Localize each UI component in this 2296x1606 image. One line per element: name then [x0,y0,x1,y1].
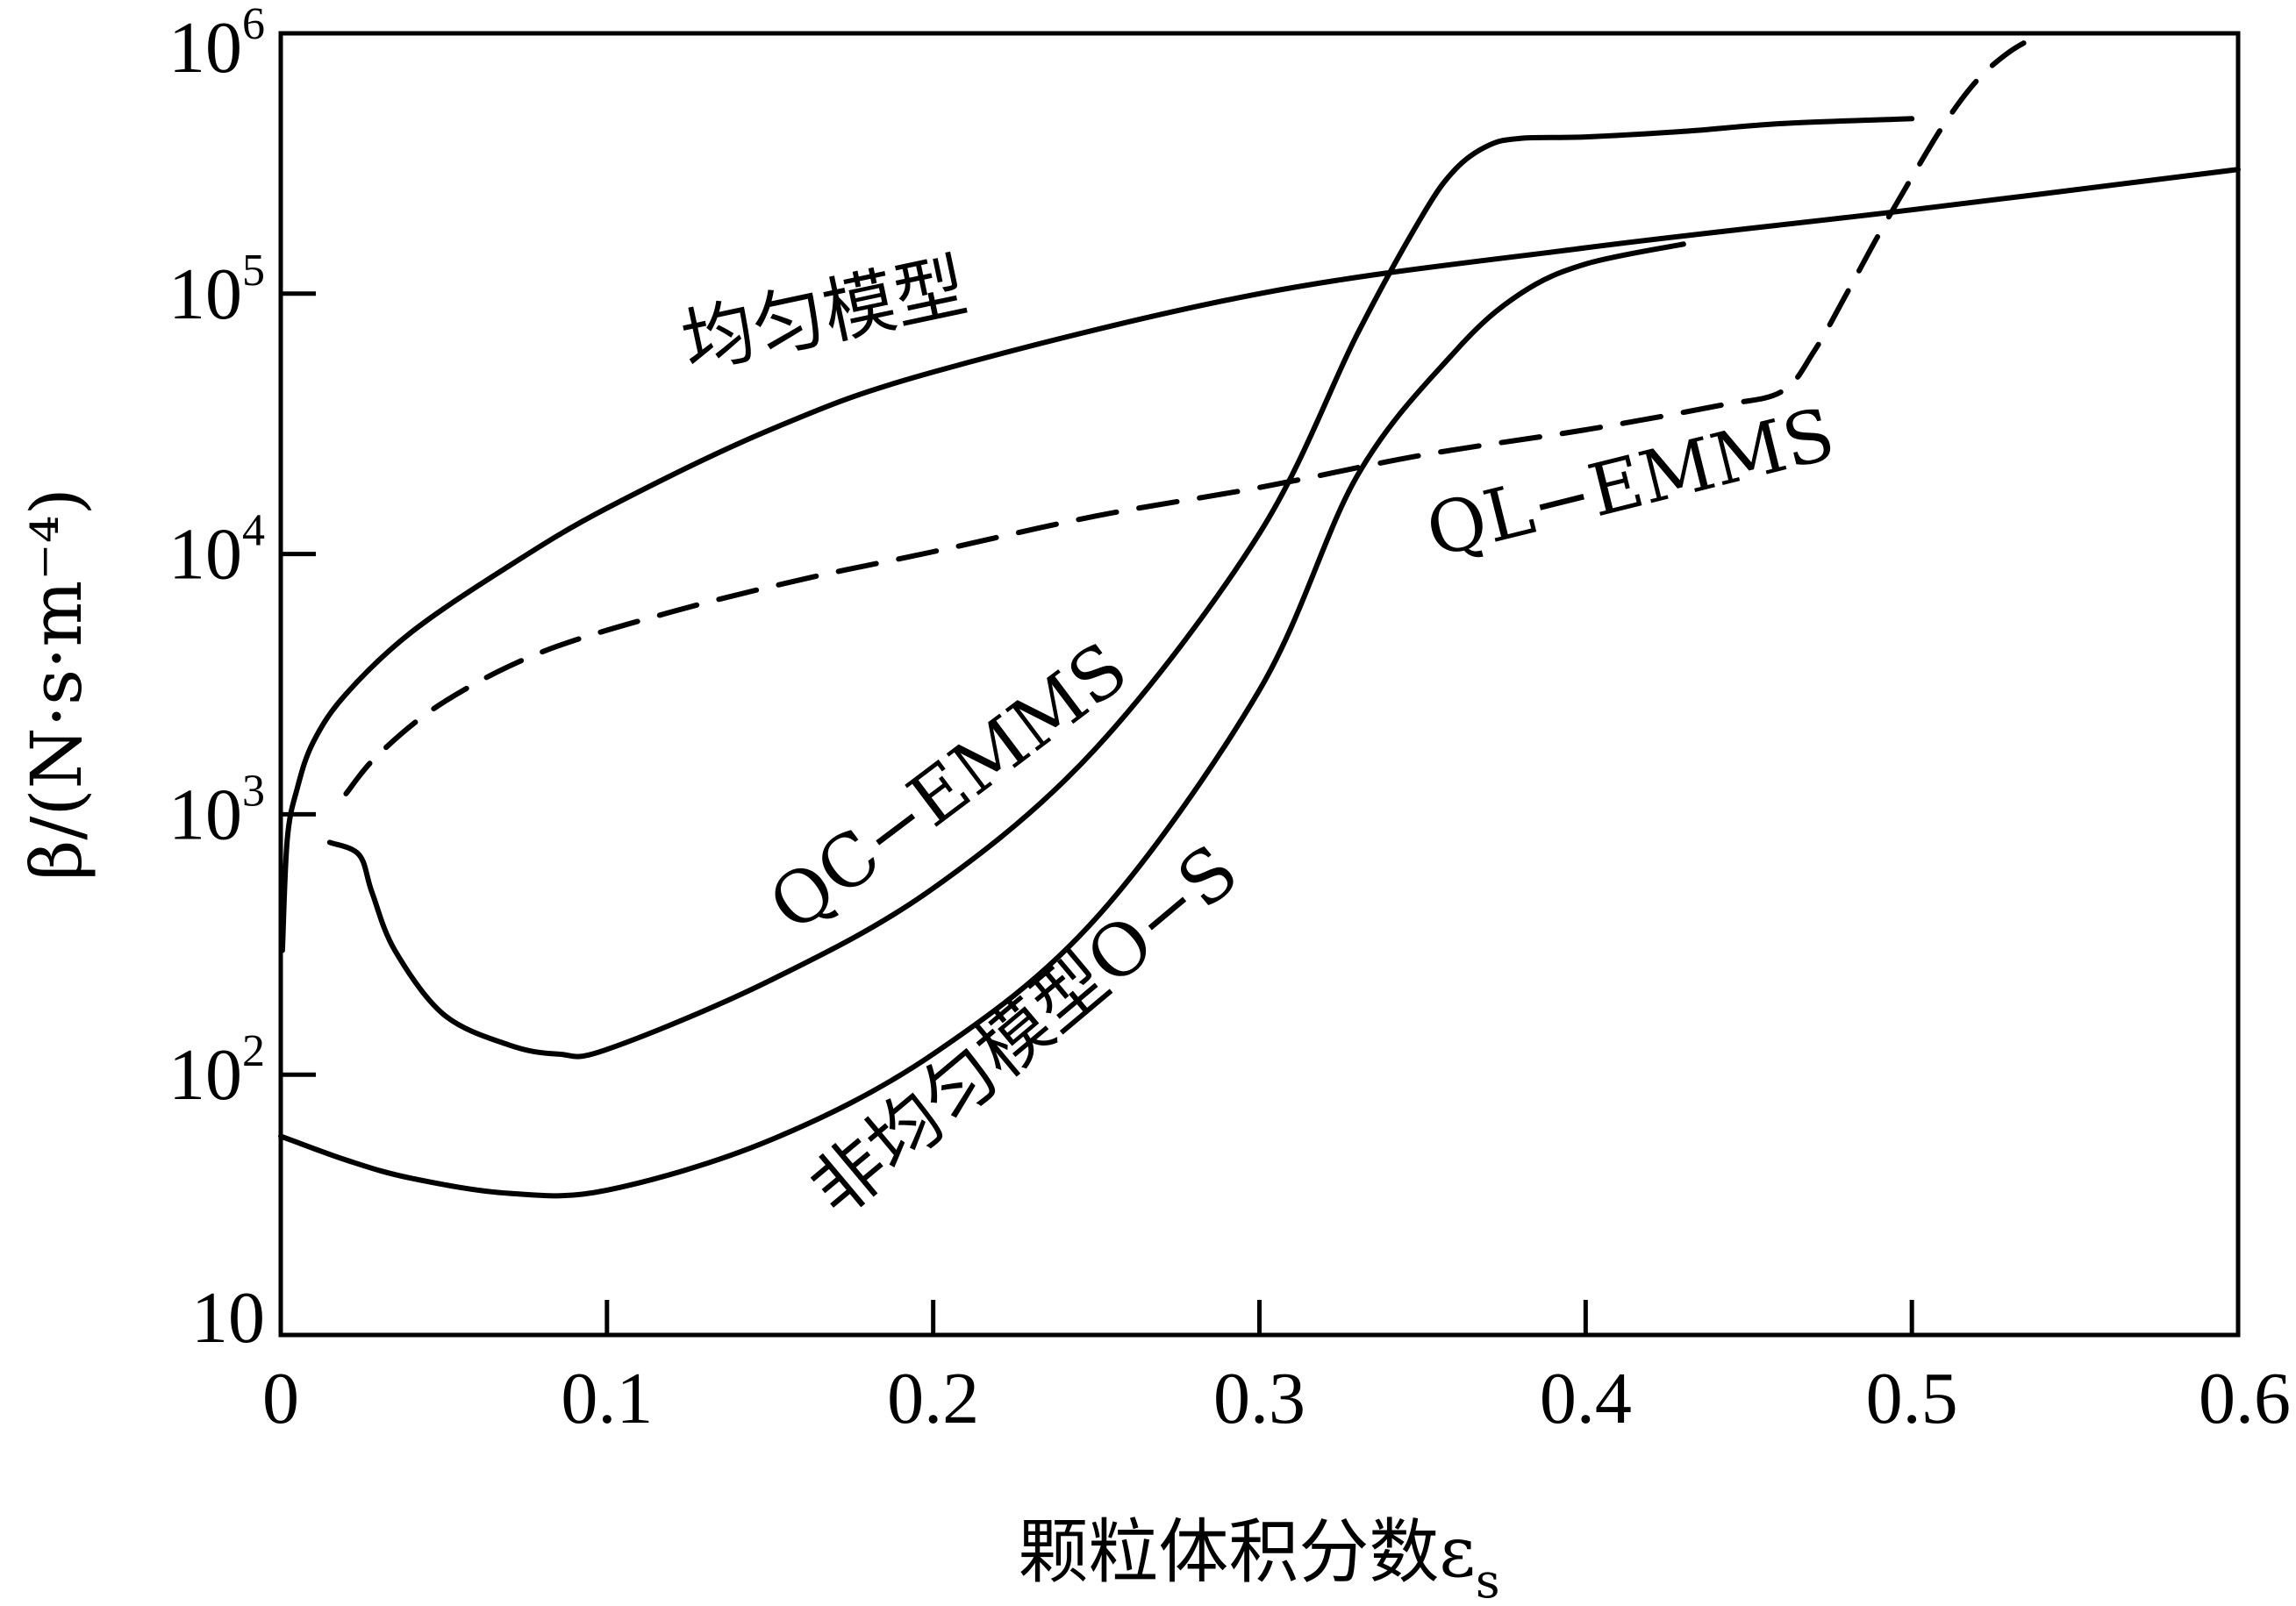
x-tick-label: 0.2 [887,1358,979,1439]
y-tick-label: 105 [168,246,265,335]
x-tick-label: 0.6 [2199,1358,2291,1439]
label-qc-emms: QC−EMMS [755,627,1143,948]
x-axis-ticks: 0 0.1 0.2 0.3 0.4 0.5 0.6 [262,1300,2291,1439]
series-layer [278,31,2241,1199]
x-tick-label: 0.3 [1213,1358,1305,1439]
x-tick-label: 0.1 [561,1358,653,1439]
label-uniform-model: 均匀模型 [675,244,974,385]
y-tick-label: 102 [168,1026,265,1116]
plot-frame [278,31,2241,1338]
y-tick-label: 104 [168,506,265,596]
series-line-3 [278,241,1686,1199]
y-tick-label: 10 [191,1277,265,1359]
x-tick-label: 0.4 [1540,1358,1632,1439]
x-axis-title: 颗粒体积分数εs [1018,1511,1499,1606]
y-tick-label: 106 [168,0,265,89]
series-line-0 [279,167,2241,953]
series-line-1 [343,31,2045,796]
y-axis-title: β/(N·s·m⁻⁴) [16,488,97,881]
y-axis-ticks: 10 102 103 104 105 106 [168,0,316,1359]
y-tick-label: 103 [168,766,265,855]
x-tick-label: 0 [262,1358,299,1439]
x-tick-label: 0.5 [1866,1358,1958,1439]
series-line-2 [326,116,1915,1060]
